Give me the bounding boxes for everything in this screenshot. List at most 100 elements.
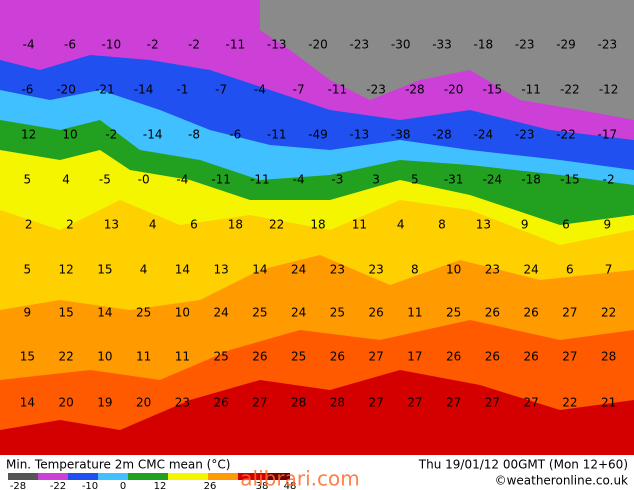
temperature-label: -6 — [21, 83, 33, 97]
temperature-label: -8 — [188, 128, 200, 142]
temperature-label: -4 — [254, 83, 266, 97]
temperature-label: 5 — [24, 263, 32, 277]
legend-title: Min. Temperature 2m CMC mean (°C) — [6, 458, 230, 472]
temperature-label: 11 — [352, 218, 367, 232]
scale-tick-label: 26 — [204, 481, 217, 490]
temperature-label: 23 — [485, 263, 500, 277]
temperature-label: -49 — [308, 128, 328, 142]
temperature-label: 12 — [21, 128, 36, 142]
temperature-label: 20 — [136, 396, 151, 410]
temperature-label: -0 — [138, 173, 150, 187]
temperature-label: -4 — [293, 173, 305, 187]
temperature-label: -20 — [308, 38, 328, 52]
scale-swatch — [38, 473, 68, 480]
scale-swatch — [128, 473, 168, 480]
temperature-label: 6 — [562, 218, 570, 232]
zone-gray — [260, 0, 634, 120]
temperature-label: -6 — [64, 38, 76, 52]
temperature-label: -10 — [102, 38, 122, 52]
temperature-label: 27 — [368, 396, 383, 410]
temperature-label: -31 — [444, 173, 464, 187]
temperature-label: -11 — [211, 173, 231, 187]
temperature-label: -4 — [176, 173, 188, 187]
scale-tick-label: 0 — [120, 481, 126, 490]
temperature-label: -21 — [95, 83, 115, 97]
temperature-label: -14 — [134, 83, 154, 97]
temperature-label: 27 — [446, 396, 461, 410]
scale-swatch — [98, 473, 128, 480]
temperature-label: -23 — [366, 83, 386, 97]
scale-swatch — [68, 473, 98, 480]
temperature-label: 15 — [97, 263, 112, 277]
scale-tick-label: -22 — [50, 481, 66, 490]
temperature-label: 24 — [291, 263, 306, 277]
temperature-label: 2 — [25, 218, 33, 232]
temperature-label: -15 — [483, 83, 503, 97]
temperature-label: 28 — [601, 350, 616, 364]
temperature-label: -11 — [521, 83, 541, 97]
temperature-label: -14 — [143, 128, 163, 142]
temperature-label: -28 — [432, 128, 452, 142]
temperature-label: -11 — [250, 173, 270, 187]
temperature-label: 25 — [213, 350, 228, 364]
temperature-label: 26 — [213, 396, 228, 410]
temperature-label: 14 — [97, 306, 112, 320]
temperature-label: 10 — [62, 128, 77, 142]
temperature-label: 19 — [97, 396, 112, 410]
scale-swatch — [168, 473, 208, 480]
temperature-label: 15 — [20, 350, 35, 364]
temperature-label: -29 — [556, 38, 576, 52]
temperature-label: 25 — [136, 306, 151, 320]
temperature-label: 23 — [330, 263, 345, 277]
temperature-label: -1 — [176, 83, 188, 97]
temperature-label: -11 — [267, 128, 287, 142]
temperature-label: 27 — [368, 350, 383, 364]
temperature-label: 22 — [269, 218, 284, 232]
temperature-label: 11 — [407, 306, 422, 320]
temperature-label: 6 — [566, 263, 574, 277]
temperature-label: 25 — [330, 306, 345, 320]
temperature-label: 8 — [438, 218, 446, 232]
temperature-label: 10 — [175, 306, 190, 320]
temperature-label: -11 — [328, 83, 348, 97]
temperature-label: 21 — [601, 396, 616, 410]
temperature-label: 13 — [476, 218, 491, 232]
temperature-label: 10 — [446, 263, 461, 277]
temperature-label: -4 — [23, 38, 35, 52]
temperature-label: 25 — [252, 306, 267, 320]
temperature-label: 26 — [330, 350, 345, 364]
temperature-label: 24 — [213, 306, 228, 320]
temperature-label: 27 — [562, 350, 577, 364]
temperature-label: -38 — [391, 128, 411, 142]
temperature-label: -24 — [474, 128, 494, 142]
temperature-label: -23 — [515, 38, 535, 52]
temperature-label: 14 — [175, 263, 190, 277]
credit: ©weatheronline.co.uk — [495, 474, 628, 488]
temperature-label: 13 — [213, 263, 228, 277]
scale-swatch — [8, 473, 38, 480]
temperature-label: -22 — [556, 128, 576, 142]
temperature-label: 3 — [372, 173, 380, 187]
scale-tick-label: 48 — [284, 481, 297, 490]
temperature-labels: -4 -6 -10 -2 -2 -11 -13 -20 -23 -30 -33 -18 -23 -29 -2… — [20, 38, 619, 410]
temperature-label: 5 — [24, 173, 32, 187]
temperature-label: 4 — [397, 218, 405, 232]
temperature-label: 4 — [140, 263, 148, 277]
scale-tick-label: -10 — [82, 481, 98, 490]
temperature-label: -28 — [405, 83, 425, 97]
temperature-label: 5 — [411, 173, 419, 187]
temperature-label: 26 — [485, 350, 500, 364]
temperature-label: 27 — [485, 396, 500, 410]
temperature-label: 25 — [291, 350, 306, 364]
temperature-label: 28 — [291, 396, 306, 410]
temperature-label: 24 — [291, 306, 306, 320]
scale-tick-label: 12 — [154, 481, 167, 490]
temperature-label: 22 — [562, 396, 577, 410]
temperature-label: 4 — [149, 218, 157, 232]
temperature-label: 15 — [58, 306, 73, 320]
temperature-label: -7 — [215, 83, 227, 97]
temperature-label: -17 — [598, 128, 618, 142]
temperature-label: -20 — [56, 83, 76, 97]
temperature-label: 11 — [175, 350, 190, 364]
